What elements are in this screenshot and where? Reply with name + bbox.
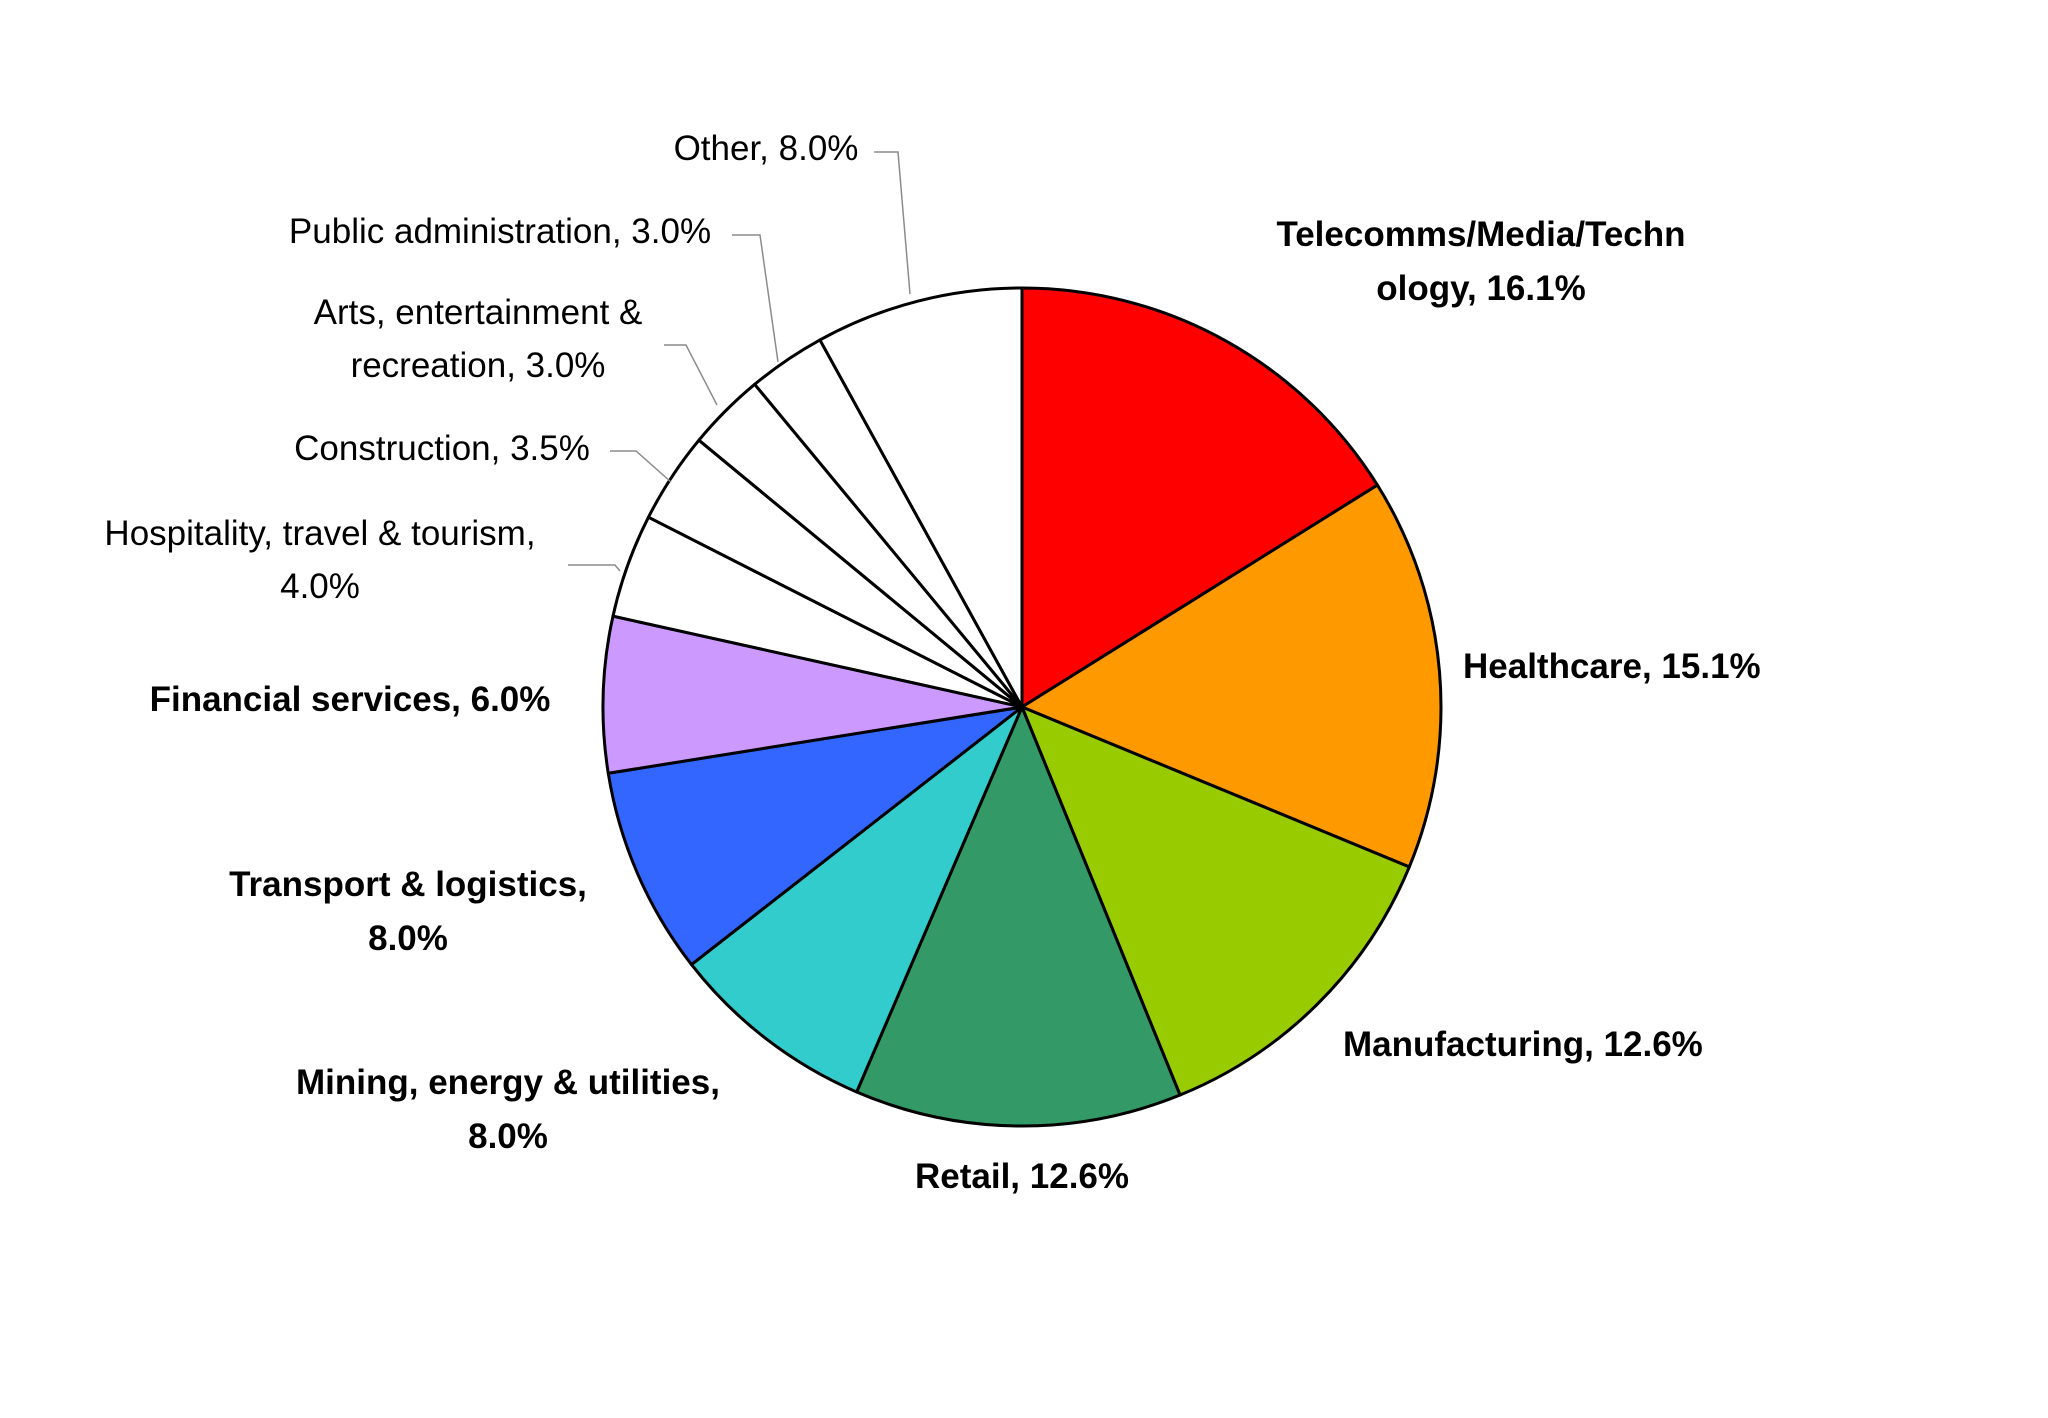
pie-slices xyxy=(601,286,1443,1128)
label-line: Construction, 3.5% xyxy=(294,429,590,468)
label-transport-and-logistics: Transport & logistics, 8.0% xyxy=(229,865,587,958)
label-line: Mining, energy & utilities, xyxy=(296,1063,720,1102)
label-line: Telecomms/Media/Techn xyxy=(1276,215,1685,254)
slice-financial-services xyxy=(601,614,1024,775)
slice-transport-and-logistics xyxy=(606,705,1024,967)
label-telecomms-media-technology: Telecomms/Media/Techn ology, 16.1% xyxy=(1276,215,1685,308)
label-line: 8.0% xyxy=(468,1117,548,1156)
label-line: 8.0% xyxy=(368,919,448,958)
slice-other xyxy=(818,286,1024,709)
label-line: Public administration, 3.0% xyxy=(289,212,711,251)
label-arts-entertainment-and-recreation: Arts, entertainment & recreation, 3.0% xyxy=(314,293,643,385)
leader-line-hospitality-travel-and-tourism xyxy=(568,564,621,572)
label-line: ology, 16.1% xyxy=(1376,269,1585,308)
label-line: recreation, 3.0% xyxy=(351,346,606,385)
leader-line-arts-entertainment-and-recreation xyxy=(664,344,718,406)
label-line: Hospitality, travel & tourism, xyxy=(104,514,535,553)
label-healthcare: Healthcare, 15.1% xyxy=(1463,647,1761,686)
label-construction: Construction, 3.5% xyxy=(294,429,590,468)
label-retail: Retail, 12.6% xyxy=(915,1157,1129,1196)
label-line: Arts, entertainment & xyxy=(314,293,643,332)
leader-line-other xyxy=(874,151,911,295)
label-line: Retail, 12.6% xyxy=(915,1157,1129,1196)
slice-manufacturing xyxy=(1020,705,1411,1097)
label-hospitality-travel-and-tourism: Hospitality, travel & tourism, 4.0% xyxy=(104,514,535,606)
label-public-administration: Public administration, 3.0% xyxy=(289,212,711,251)
label-line: 4.0% xyxy=(280,567,360,606)
label-other: Other, 8.0% xyxy=(674,129,859,168)
label-manufacturing: Manufacturing, 12.6% xyxy=(1343,1025,1703,1064)
label-mining-energy-and-utilities: Mining, energy & utilities, 8.0% xyxy=(296,1063,720,1156)
slice-telecomms-media-technology xyxy=(1020,286,1379,709)
label-line: Healthcare, 15.1% xyxy=(1463,647,1761,686)
slice-mining-energy-and-utilities xyxy=(690,705,1024,1094)
slice-labels: Telecomms/Media/Techn ology, 16.1% Healthc… xyxy=(104,129,1760,1196)
label-line: Manufacturing, 12.6% xyxy=(1343,1025,1703,1064)
label-line: Transport & logistics, xyxy=(229,865,587,904)
leader-lines xyxy=(568,151,911,572)
leader-line-construction xyxy=(610,450,672,483)
label-financial-services: Financial services, 6.0% xyxy=(150,680,551,719)
label-line: Financial services, 6.0% xyxy=(150,680,551,719)
leader-line-public-administration xyxy=(732,234,779,363)
slice-retail xyxy=(855,705,1182,1128)
slice-healthcare xyxy=(1020,483,1443,869)
label-line: Other, 8.0% xyxy=(674,129,859,168)
